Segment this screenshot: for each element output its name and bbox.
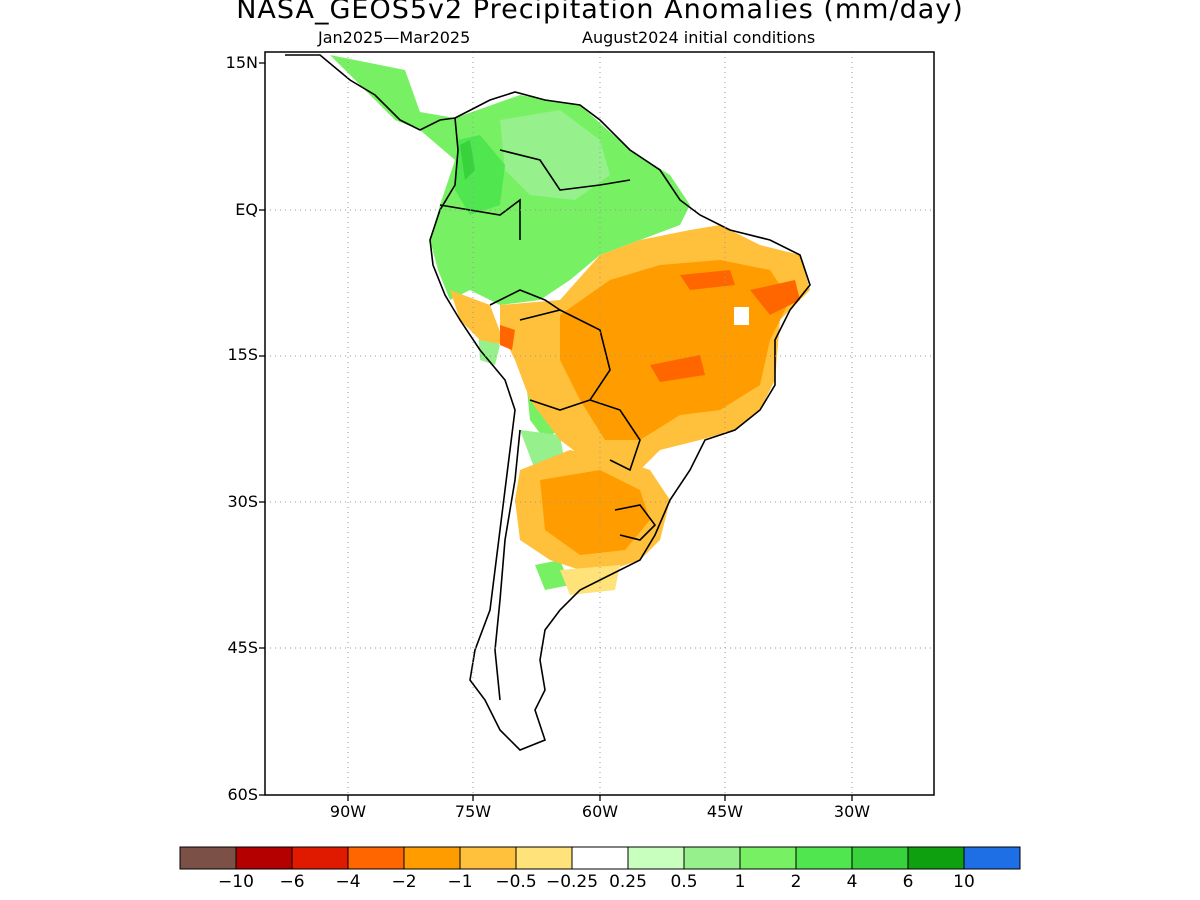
colorbar-label: 1 bbox=[734, 872, 746, 892]
colorbar-swatch bbox=[291, 846, 349, 870]
lat-label-15n: 15N bbox=[225, 53, 258, 72]
map-title: NASA_GEOS5v2 Precipitation Anomalies (mm… bbox=[236, 0, 964, 25]
dry-anomaly-south-core bbox=[540, 470, 650, 555]
lon-label-75w: 75W bbox=[454, 802, 492, 821]
colorbar-swatch bbox=[851, 846, 909, 870]
colorbar-swatch bbox=[571, 846, 629, 870]
subtitle-period: Jan2025—Mar2025 bbox=[318, 28, 471, 47]
lat-label-45s: 45S bbox=[227, 638, 258, 657]
dry-anomaly-peru bbox=[450, 290, 505, 345]
subtitle-initial-conditions: August2024 initial conditions bbox=[582, 28, 816, 47]
wet-patch-argentina bbox=[535, 560, 570, 590]
dry-anomaly-strong-1 bbox=[750, 280, 800, 315]
coastlines bbox=[285, 54, 811, 751]
anomaly-field bbox=[330, 55, 810, 595]
colorbar-label: 10 bbox=[953, 872, 975, 892]
colorbar-label: 0.25 bbox=[609, 872, 647, 892]
wet-anomaly-north-light bbox=[500, 110, 610, 200]
lat-label-30s: 30S bbox=[227, 492, 258, 511]
lon-label-60w: 60W bbox=[581, 802, 619, 821]
colorbar-label: −0.25 bbox=[545, 872, 599, 892]
colorbar bbox=[179, 846, 1021, 870]
lat-label-15s: 15S bbox=[227, 345, 258, 364]
border-uruguay bbox=[614, 504, 657, 541]
border-argentina-chile bbox=[494, 429, 521, 701]
colorbar-label: 6 bbox=[902, 872, 914, 892]
border-venezuela bbox=[499, 149, 631, 191]
colorbar-label: 4 bbox=[846, 872, 858, 892]
colorbar-label: −6 bbox=[279, 872, 305, 892]
lon-label-90w: 90W bbox=[329, 802, 367, 821]
border-peru-brazil bbox=[489, 289, 561, 311]
colorbar-swatch bbox=[963, 846, 1021, 870]
border-colombia bbox=[439, 198, 521, 240]
lon-label-45w: 45W bbox=[706, 802, 744, 821]
lat-label-eq: EQ bbox=[235, 200, 258, 219]
lon-label-30w: 30W bbox=[833, 802, 871, 821]
missing-data-cell bbox=[734, 307, 749, 325]
border-paraguay bbox=[589, 399, 641, 472]
coastline-south-america bbox=[429, 91, 811, 751]
colorbar-label: 0.5 bbox=[670, 872, 698, 892]
border-bolivia bbox=[519, 309, 611, 411]
dry-anomaly-strong-3 bbox=[680, 270, 735, 290]
colorbar-swatch bbox=[907, 846, 965, 870]
dry-anomaly-brazil-core bbox=[560, 260, 790, 440]
colorbar-label: −0.5 bbox=[495, 872, 537, 892]
dry-anomaly-patagonia bbox=[560, 565, 620, 595]
colorbar-swatch bbox=[347, 846, 405, 870]
lat-label-60s: 60S bbox=[227, 785, 258, 804]
colorbar-label: −4 bbox=[335, 872, 361, 892]
colorbar-swatch bbox=[459, 846, 517, 870]
wet-anomaly-core bbox=[460, 140, 475, 180]
coastline-central-america bbox=[285, 54, 456, 131]
colorbar-swatch bbox=[683, 846, 741, 870]
colorbar-label: −10 bbox=[218, 872, 254, 892]
colorbar-swatch bbox=[403, 846, 461, 870]
dry-anomaly-peru-strong bbox=[500, 325, 515, 350]
colorbar-label: −2 bbox=[391, 872, 417, 892]
axis-ticks bbox=[259, 62, 853, 801]
colorbar-swatch bbox=[739, 846, 797, 870]
colorbar-label: −1 bbox=[447, 872, 473, 892]
colorbar-label: 2 bbox=[790, 872, 802, 892]
colorbar-swatch bbox=[515, 846, 573, 870]
colorbar-swatch bbox=[795, 846, 853, 870]
colorbar-swatch bbox=[627, 846, 685, 870]
colorbar-swatch bbox=[235, 846, 293, 870]
colorbar-swatch bbox=[179, 846, 237, 870]
dry-anomaly-strong-2 bbox=[650, 355, 705, 382]
